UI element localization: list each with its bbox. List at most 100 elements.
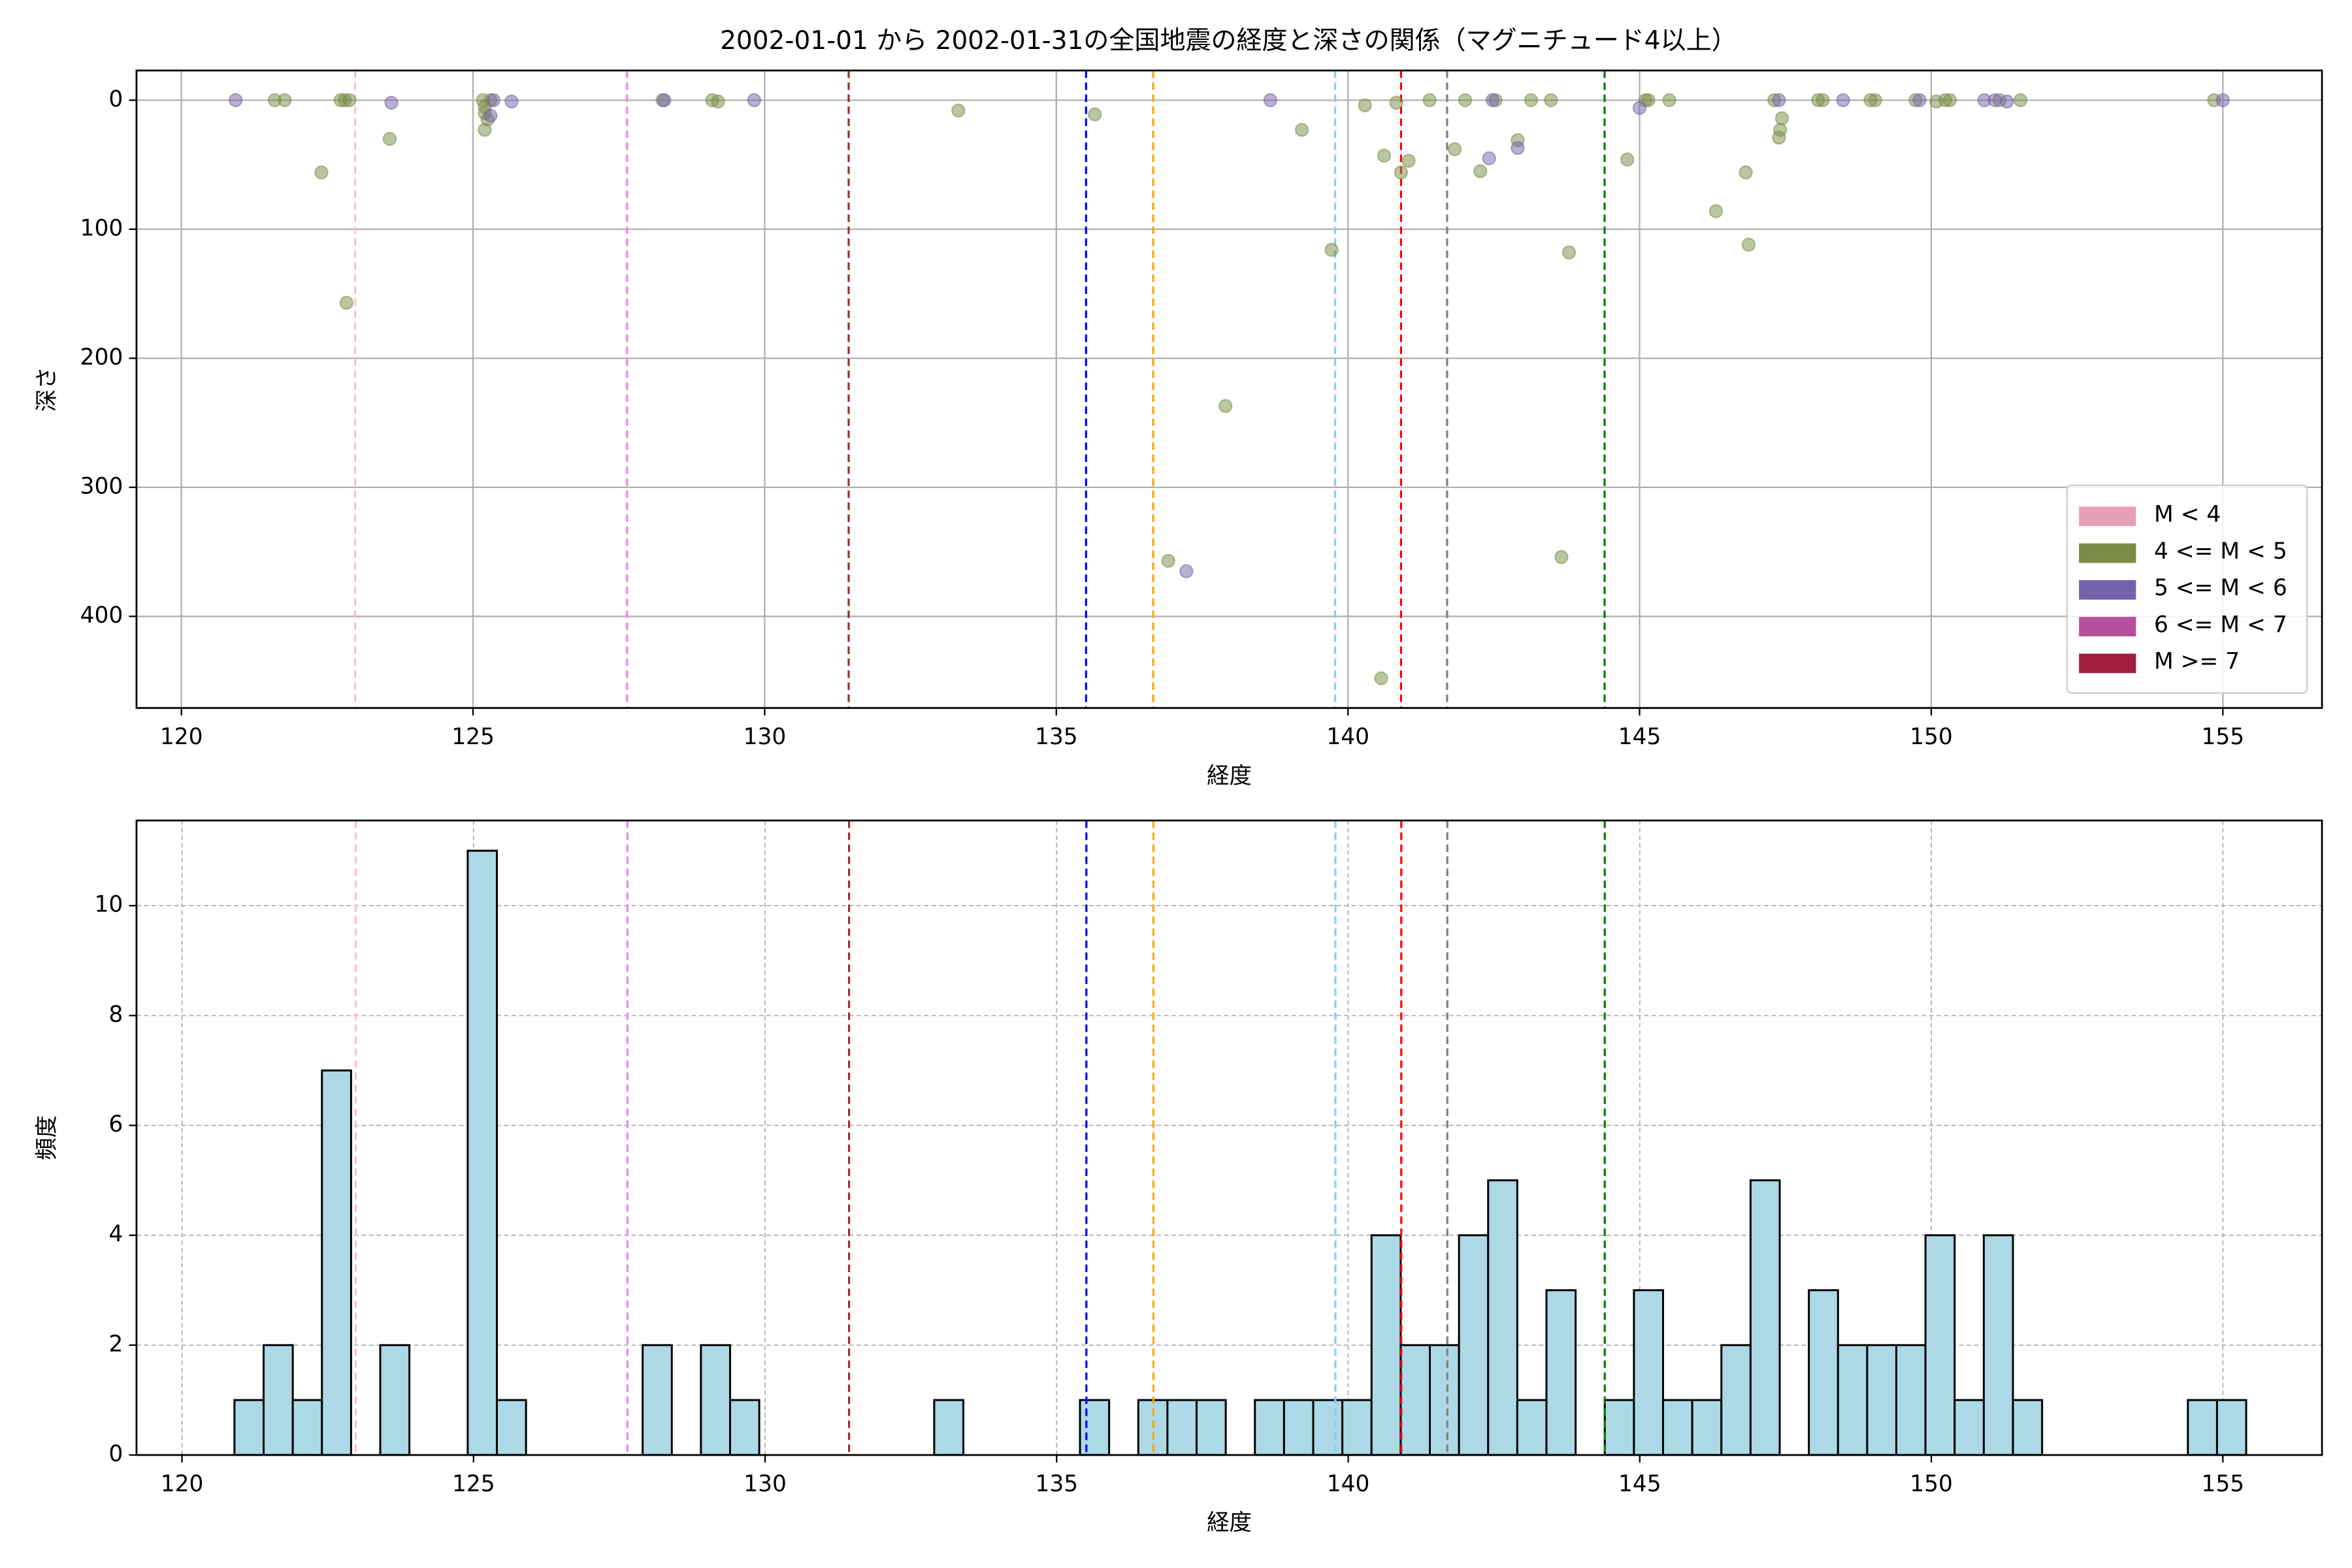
scatter-point (1708, 204, 1723, 219)
histogram-bar (1370, 1234, 1402, 1456)
y-axis-title: 頻度 (34, 1115, 60, 1160)
scatter-point (1524, 93, 1539, 108)
scatter-point (504, 94, 519, 109)
histogram-bar (1808, 1289, 1839, 1456)
histogram-bar (1866, 1344, 1898, 1456)
x-tick-label: 155 (2202, 1471, 2245, 1497)
histogram-bar (1341, 1399, 1373, 1456)
histogram-bar (1691, 1399, 1723, 1456)
histogram-bar (1633, 1289, 1665, 1456)
legend-label: 4 <= M < 5 (2154, 538, 2287, 564)
scatter-point (1816, 93, 1830, 108)
scatter-point (1774, 111, 1789, 125)
x-tick-label: 155 (2201, 724, 2244, 750)
scatter-point (1401, 154, 1416, 168)
legend-swatch (2079, 580, 2136, 600)
legend-box (2066, 484, 2308, 694)
scatter-point (1836, 93, 1850, 108)
y-tick-label: 2 (108, 1331, 123, 1357)
legend-label: 5 <= M < 6 (2154, 575, 2287, 601)
histogram-bar (291, 1399, 323, 1456)
legend-swatch (2079, 543, 2136, 563)
scatter-point (228, 93, 243, 108)
legend-swatch (2079, 653, 2136, 674)
histogram-bar (642, 1344, 673, 1456)
scatter-point (1620, 152, 1635, 167)
scatter-point (1741, 237, 1756, 252)
scatter-point (1394, 165, 1409, 180)
x-axis-title: 経度 (1207, 1510, 1252, 1536)
scatter-point (2000, 94, 2014, 109)
x-tick-label: 135 (1035, 724, 1078, 750)
x-tick-label: 125 (452, 1471, 495, 1497)
legend-swatch (2079, 617, 2136, 637)
legend-label: M >= 7 (2154, 649, 2240, 675)
y-tick-label: 6 (108, 1111, 123, 1137)
histogram-bar (933, 1399, 965, 1456)
histogram-bar (1720, 1344, 1752, 1456)
scatter-point (1263, 93, 1278, 108)
scatter-point (1179, 564, 1194, 579)
histogram-bar (1458, 1234, 1490, 1456)
scatter-point (342, 93, 357, 108)
y-tick-label: 200 (80, 344, 123, 370)
scatter-point (1482, 151, 1497, 166)
scatter-point (1485, 93, 1500, 108)
histogram-bar (729, 1399, 760, 1456)
scatter-point (1632, 101, 1647, 115)
histogram-bar (1895, 1344, 1927, 1456)
histogram-bar (1282, 1399, 1315, 1456)
scatter-point (483, 108, 498, 123)
scatter-point (1987, 93, 2002, 108)
scatter-point (1868, 93, 1883, 108)
scatter-point (1942, 93, 1957, 108)
histogram-bar (1429, 1344, 1460, 1456)
scatter-point (1772, 93, 1786, 108)
x-tick-label: 125 (451, 724, 495, 750)
histogram-bar (1312, 1399, 1344, 1456)
scatter-point (1377, 148, 1392, 163)
scatter-point (1641, 93, 1656, 108)
y-tick-label: 0 (108, 1441, 123, 1467)
x-tick-label: 140 (1327, 1471, 1370, 1497)
scatter-point (1218, 399, 1233, 414)
scatter-point (1473, 164, 1488, 178)
histogram-bar (1196, 1399, 1227, 1456)
histogram-bar (263, 1344, 294, 1456)
histogram-bar (321, 1069, 352, 1456)
histogram-bar (233, 1399, 265, 1456)
scatter-point (711, 94, 725, 109)
x-tick-label: 130 (743, 724, 787, 750)
histogram-bar (1982, 1234, 2014, 1456)
plot-frame (135, 69, 2323, 710)
scatter-point (1912, 93, 1927, 108)
x-axis-title: 経度 (1207, 763, 1252, 789)
histogram-bar (1079, 1399, 1111, 1456)
scatter-point (1422, 93, 1437, 108)
scatter-point (314, 165, 329, 180)
scatter-point (1161, 553, 1176, 568)
scatter-point (1662, 93, 1676, 108)
scatter-point (747, 93, 762, 108)
histogram-bar (2215, 1399, 2247, 1456)
scatter-point (1374, 671, 1388, 686)
x-tick-label: 135 (1035, 1471, 1078, 1497)
scatter-point (1458, 93, 1473, 108)
x-tick-label: 120 (160, 724, 203, 750)
y-tick-label: 0 (108, 86, 123, 112)
scatter-point (1358, 98, 1372, 113)
x-tick-label: 130 (743, 1471, 787, 1497)
histogram-bar (2012, 1399, 2044, 1456)
histogram-bar (1662, 1399, 1693, 1456)
scatter-point (1294, 122, 1309, 137)
scatter-point (384, 95, 399, 110)
histogram-bar (1749, 1179, 1781, 1456)
y-tick-label: 4 (108, 1221, 123, 1247)
histogram-bar (1399, 1344, 1431, 1456)
histogram-bar (466, 849, 498, 1456)
legend-label: 6 <= M < 7 (2154, 612, 2287, 638)
scatter-point (657, 93, 672, 108)
